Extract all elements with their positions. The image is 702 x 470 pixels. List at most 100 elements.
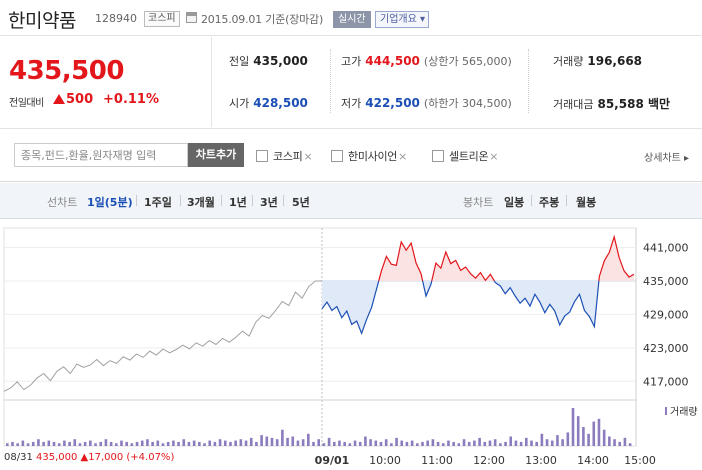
up-arrow-icon [53, 94, 65, 104]
candle-weekly[interactable]: 주봉 [539, 196, 560, 209]
volume-bar [390, 443, 393, 446]
volume-bar [26, 443, 30, 446]
market-badge: 코스피 [144, 11, 180, 27]
volume-bar [265, 436, 269, 446]
loss-area [322, 280, 379, 334]
compare-celltrion[interactable]: 셀트리온× [432, 148, 499, 164]
volume-bar [249, 437, 253, 446]
stock-chart[interactable]: 441,000 435,000 429,000 423,000 417,000 거래량 09… [0, 220, 702, 470]
period-3years[interactable]: 3년 [260, 196, 278, 209]
detail-chart-link[interactable]: 상세차트 ▸ [644, 153, 689, 164]
compare-checkbox[interactable] [432, 150, 444, 162]
divider [180, 195, 181, 206]
x-tick-label: 11:00 [421, 454, 453, 467]
divider [136, 195, 137, 206]
volume-bar [255, 441, 258, 446]
volume-bar [379, 441, 383, 446]
gain-line [598, 234, 635, 282]
volume-bar [587, 433, 590, 446]
volume-bar [125, 441, 128, 446]
compare-label: 코스피 [273, 150, 303, 163]
volume-bar [525, 437, 528, 446]
volume-bar [426, 440, 429, 446]
volume-bar [457, 443, 461, 446]
compare-checkbox[interactable] [331, 150, 343, 162]
x-tick-label: 12:00 [473, 454, 505, 467]
volume-bar [83, 441, 87, 446]
volume-bar [566, 432, 570, 446]
candle-monthly[interactable]: 월봉 [576, 196, 597, 209]
volume-bar [177, 441, 180, 446]
period-1day[interactable]: 1일(5분) [87, 196, 133, 209]
volume-bar [312, 441, 315, 446]
compare-label: 셀트리온 [449, 150, 489, 163]
price-line-chart[interactable]: 441,000 435,000 429,000 423,000 417,000 거래량 09… [0, 220, 702, 470]
stock-code: 128940 [95, 12, 137, 25]
volume-bar [57, 443, 61, 446]
realtime-button[interactable]: 실시간 [333, 11, 371, 28]
reference-date: 2015.09.01 기준(장마감) [201, 13, 324, 26]
volume-bar [602, 429, 606, 446]
volume-bar [499, 443, 502, 446]
volume-bar [582, 427, 585, 446]
volume-bar [21, 440, 25, 446]
volume-bar [301, 439, 305, 446]
volume-bar [291, 436, 295, 446]
volume-bar [343, 441, 346, 446]
period-1week[interactable]: 1주일 [144, 196, 172, 209]
stock-search-input[interactable] [14, 143, 188, 167]
volume-bar [104, 439, 108, 446]
volume-bar [52, 441, 56, 446]
prev-day-date: 08/31 [4, 452, 36, 463]
period-1year[interactable]: 1년 [229, 196, 247, 209]
volume-bar [31, 441, 35, 446]
volume-bar [166, 441, 170, 446]
compare-hanmi-science[interactable]: 한미사이언× [331, 148, 407, 164]
volume-bar [550, 440, 554, 446]
price-change: 500 [53, 92, 93, 107]
divider [566, 195, 567, 206]
add-chart-button[interactable]: 차트추가 [188, 143, 244, 167]
volume-bar [140, 440, 144, 446]
volume-bar [114, 443, 118, 446]
volume-bar [218, 439, 222, 446]
volume-bar [322, 443, 326, 446]
volume-bar [182, 439, 186, 446]
price-summary: 435,500 전일대비 500 +0.11% [0, 37, 212, 127]
close-icon[interactable]: × [303, 150, 313, 163]
volume-bar [63, 440, 66, 446]
y-tick-label: 441,000 [643, 242, 689, 255]
period-3months[interactable]: 3개월 [187, 196, 215, 209]
divider [221, 195, 222, 206]
volume-bar [16, 443, 19, 446]
volume-bar [519, 441, 523, 446]
compare-kospi[interactable]: 코스피× [256, 148, 313, 164]
period-5years[interactable]: 5년 [292, 196, 310, 209]
volume-bar [203, 443, 206, 446]
line-chart-label: 선차트 [47, 196, 78, 209]
close-icon[interactable]: × [398, 150, 408, 163]
volume-bar [374, 440, 378, 446]
stat-prev-close: 전일 435,000 [229, 53, 308, 69]
candle-daily[interactable]: 일봉 [504, 196, 525, 209]
price-change-value: 500 [66, 92, 94, 107]
volume-legend-swatch [665, 407, 667, 415]
company-overview-dropdown[interactable]: 기업개요 ▾ [375, 11, 429, 28]
volume-bar [478, 437, 481, 446]
volume-bar [47, 440, 51, 446]
volume-bar [576, 416, 580, 446]
compare-checkbox[interactable] [256, 150, 268, 162]
stat-value: 435,000 [253, 54, 308, 68]
volume-bar [618, 441, 622, 446]
stock-header: 한미약품 128940 코스피 2015.09.01 기준(장마감) 실시간 기… [0, 0, 702, 36]
volume-bar [473, 440, 476, 446]
volume-bar [493, 439, 497, 446]
volume-bar [608, 436, 611, 446]
volume-bar [223, 440, 227, 446]
volume-bar [405, 441, 409, 446]
chart-search-bar: 차트추가 코스피× 한미사이언× 셀트리온× 상세차트 ▸ [0, 128, 702, 182]
close-icon[interactable]: × [489, 150, 499, 163]
volume-bar [592, 421, 596, 446]
x-tick-label: 10:00 [369, 454, 401, 467]
stat-volume: 거래량 196,668 [553, 53, 642, 69]
